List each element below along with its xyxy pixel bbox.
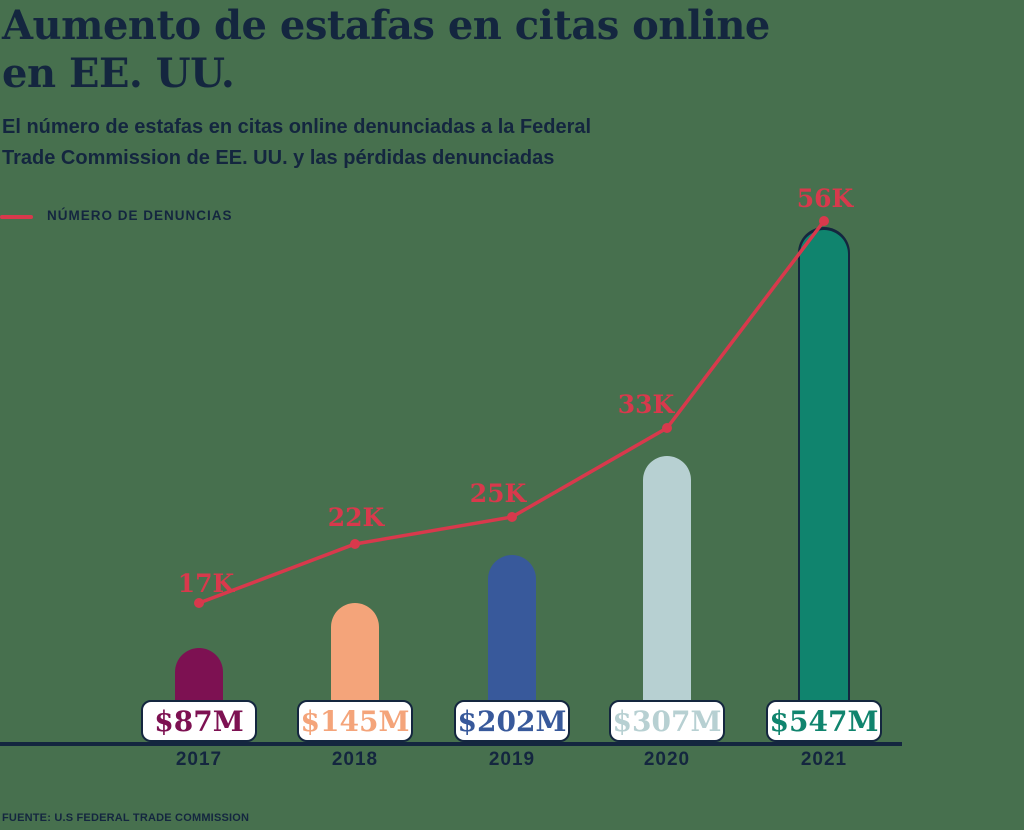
reports-label-2017: 17K	[177, 569, 235, 598]
loss-value-box-2021: $547M	[766, 700, 882, 742]
loss-value-box-2020: $307M	[609, 700, 725, 742]
reports-point-2018	[350, 539, 360, 549]
legend-line-swatch	[0, 215, 33, 219]
reports-label-2021: 56K	[796, 184, 854, 213]
year-label-2018: 2018	[331, 749, 379, 770]
chart-subtitle: El número de estafas en citas online den…	[2, 112, 591, 174]
title-line-1: Aumento de estafas en citas online	[2, 2, 770, 49]
loss-value-box-2017: $87M	[141, 700, 257, 742]
reports-label-2018: 22K	[327, 503, 385, 532]
year-label-2019: 2019	[488, 749, 536, 770]
page-title: Aumento de estafas en citas online en EE…	[2, 2, 770, 98]
loss-value-box-2018: $145M	[297, 700, 413, 742]
bar-2021	[800, 230, 848, 742]
reports-label-2019: 25K	[469, 479, 527, 508]
loss-value-label: $547M	[769, 704, 879, 738]
title-line-2: en EE. UU.	[2, 50, 235, 97]
loss-value-label: $307M	[612, 704, 722, 738]
reports-point-2020	[662, 423, 672, 433]
year-label-2017: 2017	[175, 749, 223, 770]
source-note: FUENTE: U.S FEDERAL TRADE COMMISSION	[2, 812, 250, 824]
year-label-2020: 2020	[643, 749, 691, 770]
loss-value-label: $145M	[300, 704, 410, 738]
reports-label-2020: 33K	[617, 390, 675, 419]
reports-point-2019	[507, 512, 517, 522]
loss-value-label: $87M	[154, 704, 244, 738]
reports-point-2021	[819, 216, 829, 226]
legend-label: NÚMERO DE DENUNCIAS	[47, 208, 233, 223]
subtitle-line-1: El número de estafas en citas online den…	[2, 116, 592, 138]
loss-value-label: $202M	[457, 704, 567, 738]
subtitle-line-2: Trade Commission de EE. UU. y las pérdid…	[2, 147, 555, 169]
reports-point-2017	[194, 598, 204, 608]
year-label-2021: 2021	[800, 749, 848, 770]
loss-value-box-2019: $202M	[454, 700, 570, 742]
x-axis-line	[0, 742, 902, 746]
